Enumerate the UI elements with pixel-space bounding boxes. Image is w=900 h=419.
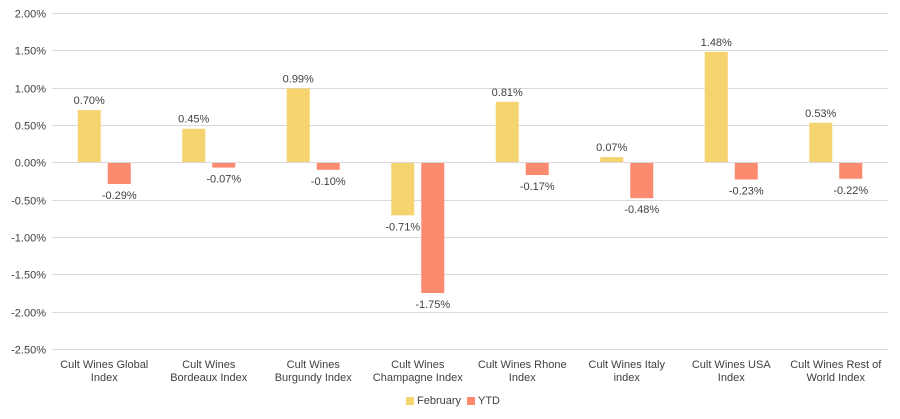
data-label: -0.22% (833, 185, 868, 197)
data-label: -0.10% (311, 176, 346, 188)
category-label: Burgundy Index (275, 372, 353, 384)
data-label: 0.81% (492, 87, 523, 99)
data-label: -0.23% (729, 186, 764, 198)
bar-february-2 (286, 88, 310, 163)
bar-ytd-4 (525, 162, 549, 176)
data-labels: 0.70% 0.45% 0.99% -0.71% 0.81% 0.07% 1.48% 0.53… (74, 37, 869, 311)
category-label: Cult Wines Italy (589, 359, 666, 371)
data-label: -0.07% (206, 174, 241, 186)
category-label: Cult Wines Global (60, 359, 148, 371)
bar-ytd-7 (839, 162, 863, 179)
data-label: 0.45% (178, 114, 209, 126)
gridlines (52, 13, 888, 350)
y-tick-label: -1.00% (11, 233, 46, 245)
category-label: Cult Wines (391, 359, 445, 371)
category-label: Cult Wines USA (692, 359, 772, 371)
category-label: index (614, 372, 641, 384)
bar-ytd-0 (107, 162, 131, 184)
category-label: Index (91, 372, 118, 384)
bars (77, 51, 863, 293)
legend-swatch-ytd (467, 397, 475, 405)
legend-label-ytd: YTD (478, 395, 500, 407)
y-tick-label: 2.00% (15, 9, 46, 21)
data-label: -0.29% (102, 190, 137, 202)
category-label: Cult Wines (182, 359, 236, 371)
category-label: Index (718, 372, 745, 384)
y-tick-label: 1.50% (15, 46, 46, 58)
y-tick-label: 1.00% (15, 84, 46, 96)
bar-february-4 (495, 101, 519, 163)
bar-ytd-2 (316, 162, 340, 170)
bar-february-3 (391, 162, 415, 216)
category-label: Bordeaux Index (170, 372, 248, 384)
bar-february-5 (600, 157, 624, 163)
data-label: 1.48% (701, 37, 732, 49)
category-label: World Index (807, 372, 866, 384)
data-label: 0.07% (596, 142, 627, 154)
category-label: Cult Wines Rhone (478, 359, 567, 371)
category-label: Champagne Index (373, 372, 463, 384)
y-tick-label: -0.50% (11, 196, 46, 208)
y-tick-label: -2.00% (11, 308, 46, 320)
bar-february-6 (704, 51, 728, 163)
bar-february-7 (809, 122, 833, 163)
y-tick-label: -2.50% (11, 345, 46, 357)
y-tick-label: 0.50% (15, 121, 46, 133)
data-label: -1.75% (415, 299, 450, 311)
bar-ytd-3 (421, 162, 445, 293)
y-tick-label: 0.00% (15, 158, 46, 170)
data-label: -0.17% (520, 181, 555, 193)
bar-february-1 (182, 128, 206, 163)
data-label: 0.99% (283, 73, 314, 85)
y-axis: -2.50% -2.00% -1.50% -1.00% -0.50% 0.00% 0.50%… (11, 9, 46, 357)
category-label: Cult Wines Rest of (790, 359, 882, 371)
category-label: Cult Wines (287, 359, 341, 371)
legend-swatch-february (406, 397, 414, 405)
bar-ytd-6 (734, 162, 758, 180)
bar-ytd-5 (630, 162, 654, 199)
bar-february-0 (77, 110, 101, 163)
category-label: Index (509, 372, 536, 384)
data-label: 0.70% (74, 95, 105, 107)
y-tick-label: -1.50% (11, 270, 46, 282)
bar-ytd-1 (212, 162, 236, 168)
data-label: 0.53% (805, 108, 836, 120)
data-label: -0.71% (385, 221, 420, 233)
legend-label-february: February (417, 395, 462, 407)
data-label: -0.48% (624, 204, 659, 216)
legend: February YTD (406, 395, 500, 407)
